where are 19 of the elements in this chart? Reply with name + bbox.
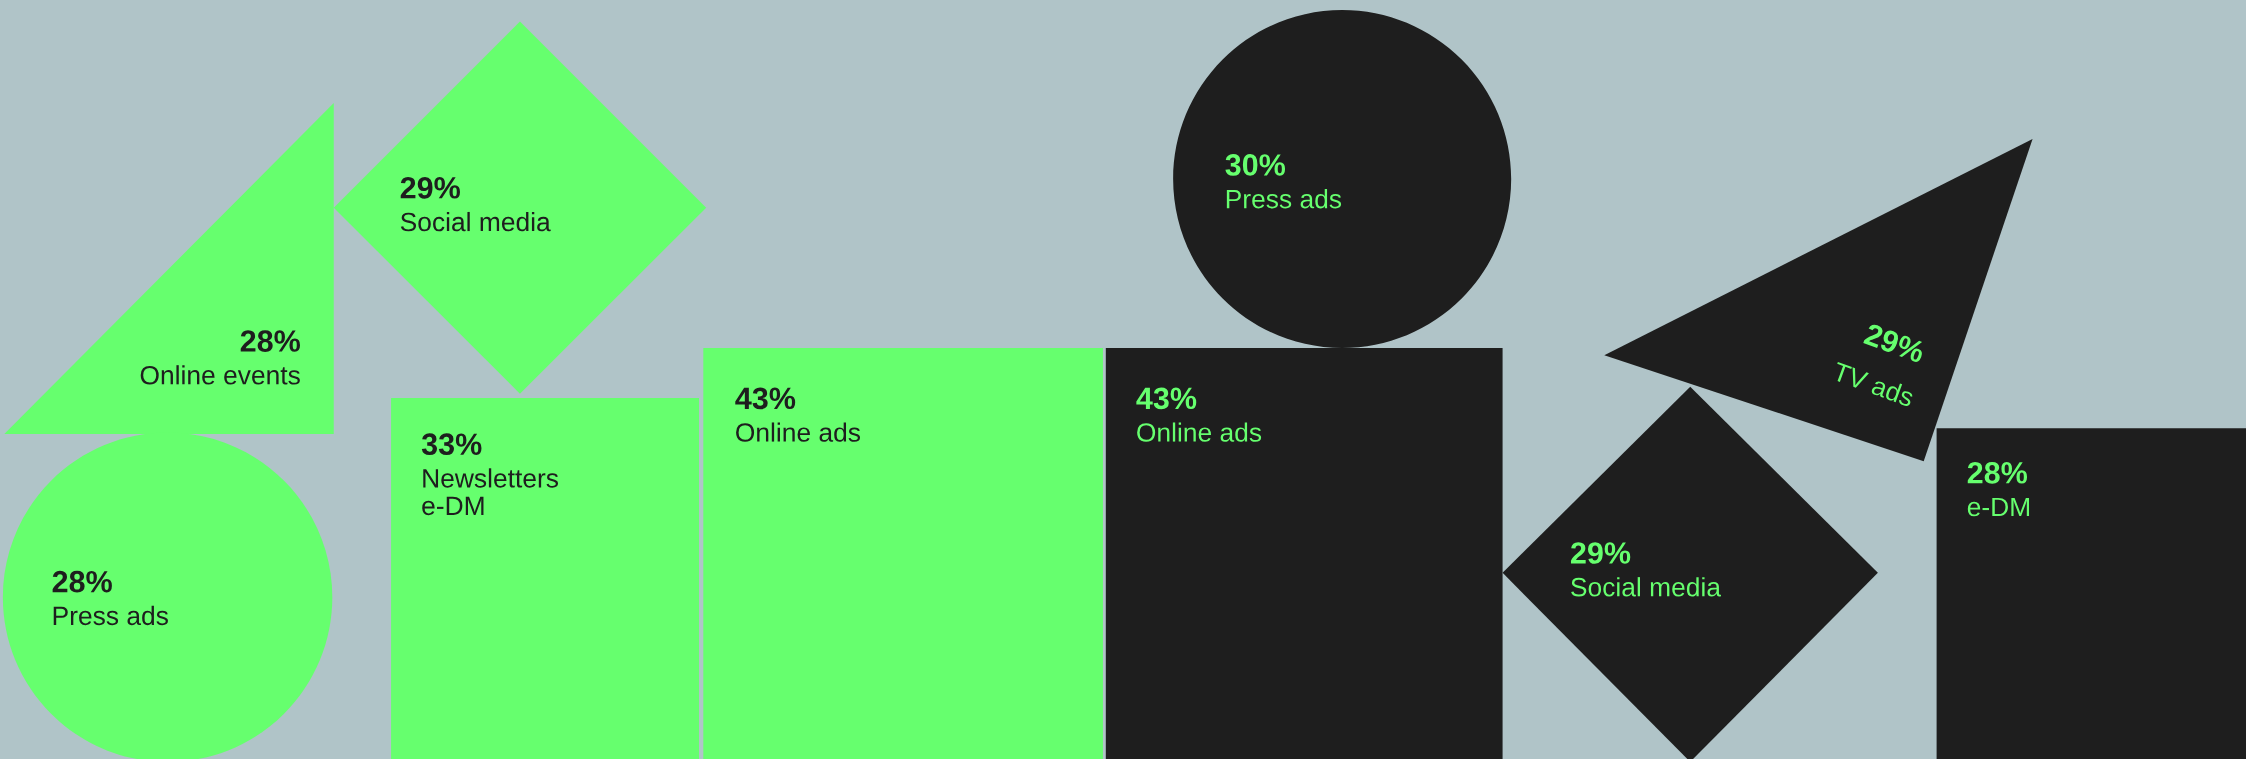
data-label: 28% bbox=[1967, 462, 2028, 484]
category-label: Newsletters e-DM bbox=[422, 468, 559, 516]
category-label: Press ads bbox=[53, 605, 168, 626]
data-label: 43% bbox=[1136, 387, 1197, 410]
category-label: Online ads bbox=[1137, 422, 1262, 442]
category-label: Online events bbox=[140, 365, 300, 385]
category-label: e-DM bbox=[1967, 497, 2030, 517]
data-label: 29% bbox=[400, 177, 460, 199]
data-label: 29% bbox=[1863, 322, 1927, 364]
data-label: 30% bbox=[1225, 154, 1286, 176]
category-label: Social media bbox=[1571, 577, 1721, 597]
data-label: 43% bbox=[735, 387, 796, 410]
data-label: 28% bbox=[240, 330, 300, 352]
category-label: Online ads bbox=[736, 422, 861, 442]
data-label: 28% bbox=[52, 570, 112, 593]
data-label: 29% bbox=[1570, 542, 1631, 564]
category-label: Social media bbox=[400, 211, 551, 232]
data-label: 33% bbox=[421, 433, 482, 456]
category-label: Press ads bbox=[1226, 189, 1342, 209]
